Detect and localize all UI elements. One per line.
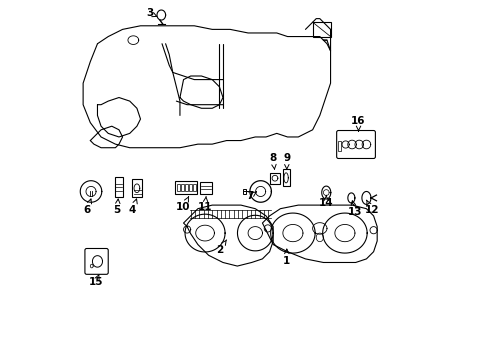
Bar xyxy=(270,173,279,184)
Text: 9: 9 xyxy=(283,153,290,169)
Bar xyxy=(185,184,188,192)
Bar xyxy=(338,140,340,150)
Bar xyxy=(242,189,245,194)
Bar xyxy=(131,179,142,197)
Bar xyxy=(282,169,289,186)
Text: 7: 7 xyxy=(245,191,256,201)
Bar xyxy=(200,182,212,194)
Bar xyxy=(177,184,180,192)
Text: 11: 11 xyxy=(198,196,212,212)
Text: 6: 6 xyxy=(83,199,91,216)
Text: 13: 13 xyxy=(347,201,362,217)
Bar xyxy=(115,177,122,197)
Text: 5: 5 xyxy=(113,199,121,216)
Bar xyxy=(193,184,196,192)
Bar xyxy=(181,184,184,192)
Text: 16: 16 xyxy=(350,116,365,131)
Text: 15: 15 xyxy=(88,274,102,287)
Bar xyxy=(174,181,196,194)
Text: 14: 14 xyxy=(318,195,333,208)
Text: 12: 12 xyxy=(364,200,378,216)
Text: 4: 4 xyxy=(129,199,137,216)
Text: 3: 3 xyxy=(145,8,157,18)
Text: 2: 2 xyxy=(215,240,226,255)
Text: 8: 8 xyxy=(269,153,276,169)
Text: 10: 10 xyxy=(176,197,190,212)
Text: 1: 1 xyxy=(283,249,290,266)
Bar xyxy=(189,184,192,192)
Bar xyxy=(312,22,330,37)
